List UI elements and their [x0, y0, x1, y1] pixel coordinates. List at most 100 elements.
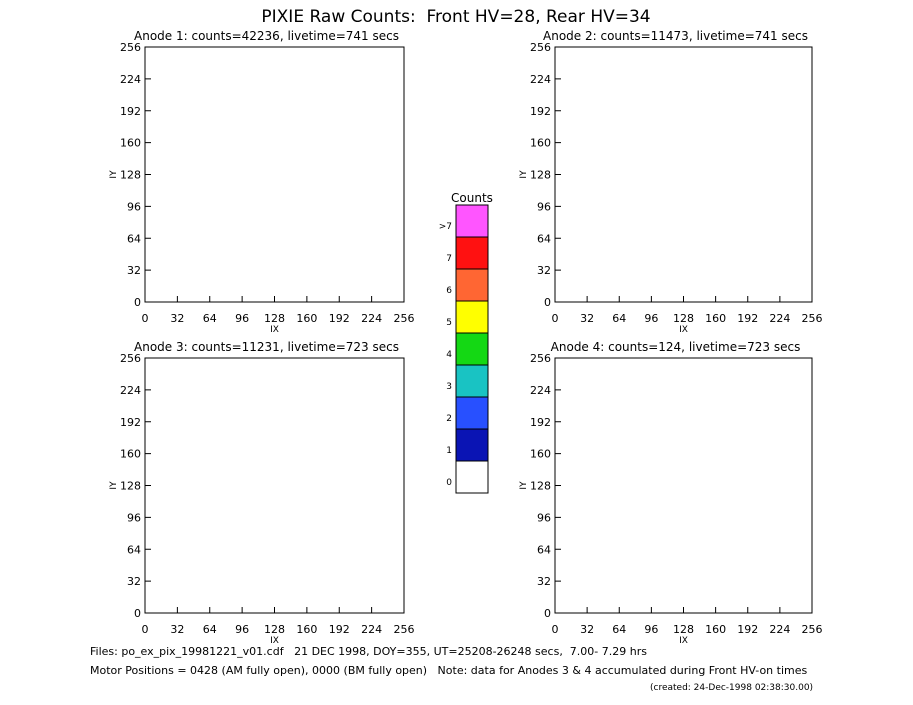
x-tick-label: 0: [142, 623, 149, 636]
plot-frame: [144, 357, 405, 614]
x-tick-label: 96: [644, 623, 658, 636]
x-tick-label: 128: [673, 312, 694, 325]
footer-motor: Motor Positions = 0428 (AM fully open), …: [90, 664, 807, 677]
x-tick-label: 256: [394, 623, 415, 636]
colorbar-label: 5: [446, 318, 452, 328]
y-tick-label: 96: [127, 511, 141, 524]
panel-title: Anode 2: counts=11473, livetime=741 secs: [543, 29, 808, 43]
y-tick-label: 32: [537, 575, 551, 588]
x-tick-label: 32: [170, 312, 184, 325]
panel-title: Anode 3: counts=11231, livetime=723 secs: [134, 340, 399, 354]
colorbar-cell: [455, 428, 489, 462]
y-tick-label: 64: [127, 232, 141, 245]
y-tick-label: 256: [120, 41, 141, 54]
y-tick-label: 256: [530, 352, 551, 365]
colorbar-cell: [455, 364, 489, 398]
y-tick-label: 96: [537, 200, 551, 213]
y-tick-label: 96: [537, 511, 551, 524]
y-tick-label: 0: [544, 607, 551, 620]
plot-frame: [554, 357, 813, 614]
y-tick-label: 160: [120, 448, 141, 461]
colorbar-label: 2: [446, 414, 452, 424]
panel-title: Anode 1: counts=42236, livetime=741 secs: [134, 29, 399, 43]
y-tick-label: 224: [530, 384, 551, 397]
colorbar-cell: [455, 300, 489, 334]
x-tick-label: 224: [769, 623, 790, 636]
x-tick-label: 0: [142, 312, 149, 325]
x-axis-label: IX: [679, 325, 688, 335]
colorbar-label: 6: [446, 286, 452, 296]
colorbar-cell: [455, 396, 489, 430]
x-tick-label: 128: [264, 623, 285, 636]
x-tick-label: 224: [361, 312, 382, 325]
colorbar-label: 4: [446, 350, 452, 360]
colorbar-label: >7: [439, 222, 452, 232]
x-tick-label: 160: [296, 312, 317, 325]
y-axis-label: IY: [109, 481, 119, 490]
footer-created: (created: 24-Dec-1998 02:38:30.00): [650, 683, 813, 693]
x-tick-label: 128: [264, 312, 285, 325]
y-tick-label: 224: [120, 73, 141, 86]
plot-frame: [554, 46, 813, 303]
x-axis-label: IX: [679, 636, 688, 646]
colorbar-label: 3: [446, 382, 452, 392]
y-tick-label: 0: [134, 607, 141, 620]
panel-title: Anode 4: counts=124, livetime=723 secs: [551, 340, 801, 354]
x-tick-label: 128: [673, 623, 694, 636]
colorbar-cell: [455, 236, 489, 270]
y-tick-label: 192: [530, 416, 551, 429]
x-tick-label: 32: [580, 623, 594, 636]
colorbar-label: 0: [446, 478, 452, 488]
x-tick-label: 192: [329, 623, 350, 636]
x-tick-label: 32: [170, 623, 184, 636]
x-tick-label: 0: [552, 623, 559, 636]
x-tick-label: 160: [705, 623, 726, 636]
page-title: PIXIE Raw Counts: Front HV=28, Rear HV=3…: [261, 7, 650, 27]
x-tick-label: 256: [802, 312, 823, 325]
y-tick-label: 224: [120, 384, 141, 397]
y-tick-label: 128: [120, 480, 141, 493]
y-tick-label: 160: [120, 137, 141, 150]
y-tick-label: 32: [537, 264, 551, 277]
y-tick-label: 96: [127, 200, 141, 213]
x-tick-label: 64: [612, 312, 626, 325]
colorbar-label: 1: [446, 446, 452, 456]
colorbar-title: Counts: [451, 191, 493, 205]
y-tick-label: 256: [120, 352, 141, 365]
y-tick-label: 32: [127, 575, 141, 588]
x-tick-label: 160: [705, 312, 726, 325]
colorbar-cell: [455, 268, 489, 302]
y-tick-label: 128: [530, 480, 551, 493]
colorbar-cell: [455, 460, 489, 494]
y-tick-label: 256: [530, 41, 551, 54]
x-tick-label: 32: [580, 312, 594, 325]
x-tick-label: 96: [644, 312, 658, 325]
plot-frame: [144, 46, 405, 303]
y-tick-label: 32: [127, 264, 141, 277]
y-tick-label: 0: [544, 296, 551, 309]
colorbar-label: 7: [446, 254, 452, 264]
y-tick-label: 224: [530, 73, 551, 86]
colorbar-cell: [455, 204, 489, 238]
x-tick-label: 256: [394, 312, 415, 325]
x-tick-label: 64: [612, 623, 626, 636]
y-axis-label: IY: [519, 170, 529, 179]
x-tick-label: 0: [552, 312, 559, 325]
y-tick-label: 64: [127, 543, 141, 556]
x-axis-label: IX: [270, 636, 279, 646]
y-axis-label: IY: [519, 481, 529, 490]
x-tick-label: 224: [769, 312, 790, 325]
x-tick-label: 96: [235, 312, 249, 325]
x-tick-label: 64: [203, 312, 217, 325]
y-axis-label: IY: [109, 170, 119, 179]
x-tick-label: 96: [235, 623, 249, 636]
y-tick-label: 0: [134, 296, 141, 309]
x-tick-label: 192: [329, 312, 350, 325]
x-tick-label: 192: [737, 623, 758, 636]
y-tick-label: 192: [530, 105, 551, 118]
y-tick-label: 192: [120, 416, 141, 429]
x-tick-label: 64: [203, 623, 217, 636]
y-tick-label: 128: [120, 169, 141, 182]
y-tick-label: 128: [530, 169, 551, 182]
